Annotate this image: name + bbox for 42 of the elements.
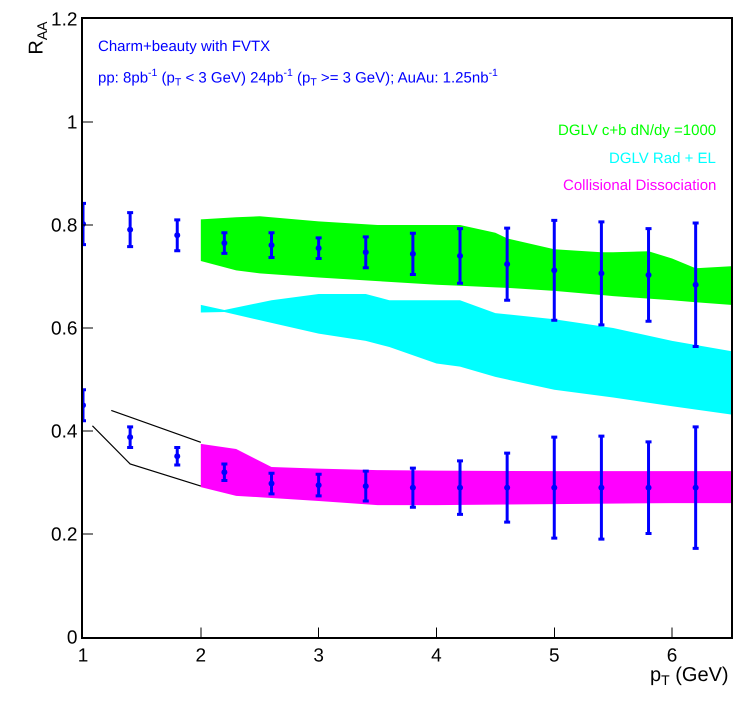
point — [551, 267, 558, 274]
point — [268, 242, 275, 248]
y-tick-label: 1.2 — [51, 10, 78, 31]
y-tick-label: 1 — [66, 112, 78, 134]
x-tick-label: 2 — [196, 646, 206, 667]
point — [598, 270, 604, 276]
legend-label: DGLV Rad + EL — [609, 150, 716, 167]
point — [174, 232, 180, 238]
point — [692, 282, 699, 288]
text: pp: 8pb$^{-1}$ (p$_{T}$ < 3 GeV) 24pb$^{-1}$ (p$_{T}$ >= 3 GeV); AuAu: 1.25nb$^{-1}$ — [98, 67, 498, 88]
point — [551, 484, 558, 491]
x-tick-label: 6 — [666, 646, 678, 667]
x-tick-label: 4 — [431, 646, 442, 667]
point — [646, 484, 652, 491]
legend-label: DGLV c+b dN/dy =1000 — [558, 122, 716, 139]
point — [504, 261, 510, 268]
y-tick-label: 0.6 — [51, 318, 78, 340]
point — [127, 226, 134, 233]
point — [316, 245, 322, 252]
point — [598, 484, 604, 491]
point — [362, 249, 369, 256]
point — [692, 484, 699, 491]
point — [221, 240, 228, 246]
point — [504, 484, 510, 491]
point — [221, 469, 228, 476]
x-tick-label: 5 — [548, 646, 560, 667]
y-tick-label: 0.4 — [51, 422, 78, 443]
point — [127, 434, 134, 440]
x-axis-title: p$_{T}$ (GeV) — [650, 664, 729, 688]
x-tick-label: 3 — [313, 646, 324, 667]
point — [410, 484, 416, 491]
point — [174, 453, 180, 460]
point — [316, 482, 322, 488]
legend-label: Collisional Dissociation — [563, 177, 716, 194]
point — [410, 250, 416, 257]
point — [362, 483, 369, 490]
point — [457, 484, 464, 491]
y-tick-label: 0.2 — [51, 524, 78, 546]
point — [457, 252, 464, 259]
y-tick-label: 0 — [66, 628, 78, 649]
y-tick-label: 0.8 — [51, 216, 78, 237]
annotation: Charm+beauty with FVTX — [98, 38, 270, 55]
